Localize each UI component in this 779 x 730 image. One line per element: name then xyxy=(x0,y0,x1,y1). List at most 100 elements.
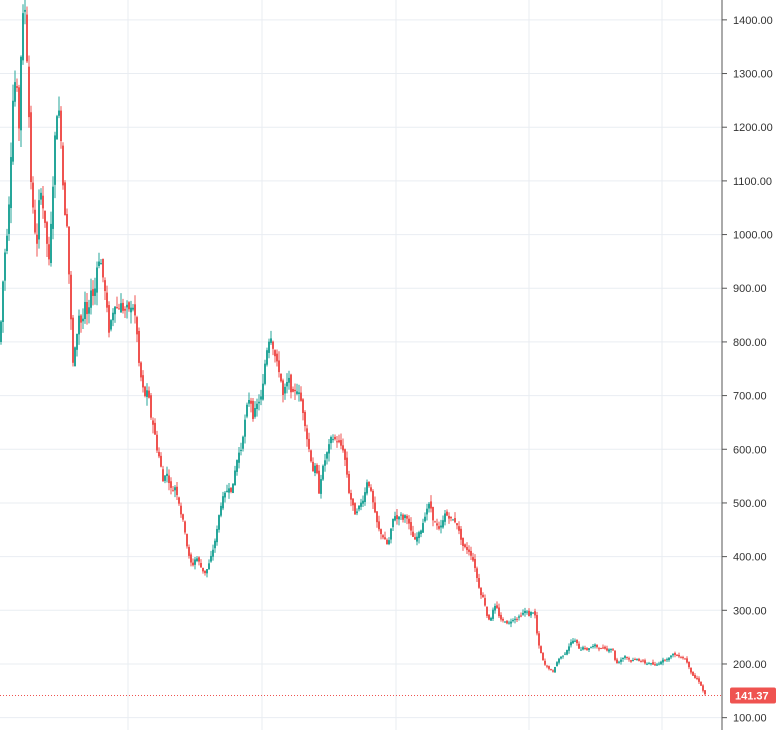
candle-body xyxy=(172,490,174,492)
candle-body xyxy=(216,529,218,543)
candle-body xyxy=(558,658,560,663)
candle-body xyxy=(188,547,190,556)
candle-body xyxy=(44,210,46,223)
candle-body xyxy=(42,195,44,209)
candle-body xyxy=(590,647,592,649)
candle-body xyxy=(482,594,484,598)
candle-body xyxy=(118,308,120,310)
candle-body xyxy=(668,657,670,661)
candle-body xyxy=(630,660,632,662)
candle-body xyxy=(338,440,340,443)
candle-body xyxy=(234,470,236,485)
candle-body xyxy=(380,529,382,535)
candle-body xyxy=(158,451,160,457)
candle-body xyxy=(470,550,472,556)
candle-body xyxy=(352,498,354,506)
candle-body xyxy=(94,288,96,296)
last-price-marker: 141.37 xyxy=(0,687,776,704)
candle-body xyxy=(648,663,650,665)
candle-body xyxy=(362,500,364,504)
candle-body xyxy=(614,650,616,660)
candle-body xyxy=(220,505,222,516)
candle-body xyxy=(2,281,4,322)
candle-body xyxy=(364,492,366,503)
candle-body xyxy=(106,292,108,308)
candle-body xyxy=(554,667,556,673)
candle-body xyxy=(584,647,586,649)
candle-body xyxy=(676,655,678,657)
candle-body xyxy=(400,514,402,516)
candle-body xyxy=(486,606,488,616)
candle-body xyxy=(504,621,506,623)
candle-body xyxy=(276,353,278,362)
candle-body xyxy=(16,86,18,88)
candle-body xyxy=(48,244,50,260)
candle-body xyxy=(670,655,672,658)
candle-body xyxy=(178,497,180,504)
candle-body xyxy=(542,652,544,661)
candle-body xyxy=(206,569,208,574)
candle-body xyxy=(514,618,516,620)
candle-body xyxy=(116,307,118,309)
candle-body xyxy=(546,665,548,667)
candle-body xyxy=(384,537,386,540)
candle-body xyxy=(540,646,542,654)
candle-body xyxy=(500,614,502,620)
candle-body xyxy=(646,663,648,665)
candle-body xyxy=(698,678,700,682)
candle-body xyxy=(76,333,78,350)
candle-body xyxy=(434,521,436,523)
candle-body xyxy=(130,307,132,313)
candle-body xyxy=(52,186,54,229)
candle-body xyxy=(366,482,368,494)
candle-body xyxy=(396,515,398,520)
candle-body xyxy=(314,465,316,473)
candle-body xyxy=(492,609,494,619)
candle-body xyxy=(462,537,464,546)
candle-body xyxy=(436,523,438,526)
candle-body xyxy=(526,611,528,613)
candle-body xyxy=(618,661,620,663)
candle-body xyxy=(556,662,558,667)
candle-body xyxy=(192,562,194,566)
candle-body xyxy=(134,304,136,316)
candle-body xyxy=(26,14,28,62)
candle-body xyxy=(388,540,390,545)
candle-body xyxy=(240,449,242,451)
candle-body xyxy=(650,663,652,665)
candle-body xyxy=(288,377,290,383)
candle-body xyxy=(624,656,626,658)
candle-body xyxy=(372,490,374,503)
price-axis[interactable]: 100.00 200.00 300.00 400.00 500.00 600.00 700.… xyxy=(721,0,773,730)
candle-body xyxy=(298,392,300,394)
candle-body xyxy=(422,523,424,533)
candle-body xyxy=(336,441,338,443)
candle-body xyxy=(594,644,596,647)
candle-body xyxy=(662,659,664,663)
candle-body xyxy=(460,528,462,540)
candle-body xyxy=(104,280,106,292)
candle-body xyxy=(612,649,614,651)
y-tick-label: 1300.00 xyxy=(733,69,773,81)
candle-body xyxy=(242,436,244,449)
candle-body xyxy=(696,677,698,679)
candle-body xyxy=(374,502,376,513)
candle-body xyxy=(164,475,166,481)
candle-body xyxy=(302,399,304,414)
candle-body xyxy=(124,308,126,311)
candle-body xyxy=(58,110,60,116)
candle-body xyxy=(202,567,204,572)
candle-body xyxy=(238,452,240,463)
candle-body xyxy=(686,658,688,663)
candle-body xyxy=(68,226,70,275)
candle-body xyxy=(222,496,224,509)
candle-body xyxy=(304,411,306,427)
candle-body xyxy=(30,112,32,183)
candle-body xyxy=(672,653,674,656)
candle-body xyxy=(210,555,212,562)
candle-body xyxy=(416,536,418,542)
candle-body xyxy=(292,389,294,392)
candle-body xyxy=(430,501,432,509)
candle-body xyxy=(70,274,72,320)
